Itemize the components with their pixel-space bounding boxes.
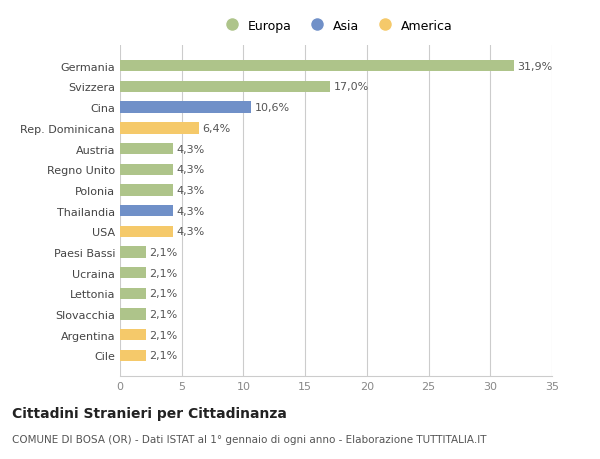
- Bar: [120, 123, 199, 134]
- Bar: [120, 226, 173, 237]
- Text: 2,1%: 2,1%: [149, 289, 178, 299]
- Legend: Europa, Asia, America: Europa, Asia, America: [215, 16, 457, 36]
- Bar: [120, 102, 251, 113]
- Bar: [120, 268, 146, 279]
- Bar: [120, 82, 330, 93]
- Bar: [120, 206, 173, 217]
- Bar: [120, 247, 146, 258]
- Text: 2,1%: 2,1%: [149, 330, 178, 340]
- Text: 2,1%: 2,1%: [149, 247, 178, 257]
- Bar: [120, 61, 514, 72]
- Text: 6,4%: 6,4%: [203, 123, 231, 134]
- Text: 4,3%: 4,3%: [177, 144, 205, 154]
- Bar: [120, 144, 173, 155]
- Bar: [120, 185, 173, 196]
- Bar: [120, 330, 146, 341]
- Text: Cittadini Stranieri per Cittadinanza: Cittadini Stranieri per Cittadinanza: [12, 406, 287, 420]
- Text: COMUNE DI BOSA (OR) - Dati ISTAT al 1° gennaio di ogni anno - Elaborazione TUTTI: COMUNE DI BOSA (OR) - Dati ISTAT al 1° g…: [12, 434, 487, 444]
- Text: 2,1%: 2,1%: [149, 268, 178, 278]
- Bar: [120, 288, 146, 299]
- Text: 10,6%: 10,6%: [254, 103, 290, 113]
- Bar: [120, 350, 146, 361]
- Text: 2,1%: 2,1%: [149, 309, 178, 319]
- Bar: [120, 309, 146, 320]
- Bar: [120, 164, 173, 175]
- Text: 17,0%: 17,0%: [334, 82, 369, 92]
- Text: 4,3%: 4,3%: [177, 165, 205, 175]
- Text: 4,3%: 4,3%: [177, 185, 205, 196]
- Text: 2,1%: 2,1%: [149, 351, 178, 361]
- Text: 4,3%: 4,3%: [177, 206, 205, 216]
- Text: 4,3%: 4,3%: [177, 227, 205, 237]
- Text: 31,9%: 31,9%: [517, 62, 553, 72]
